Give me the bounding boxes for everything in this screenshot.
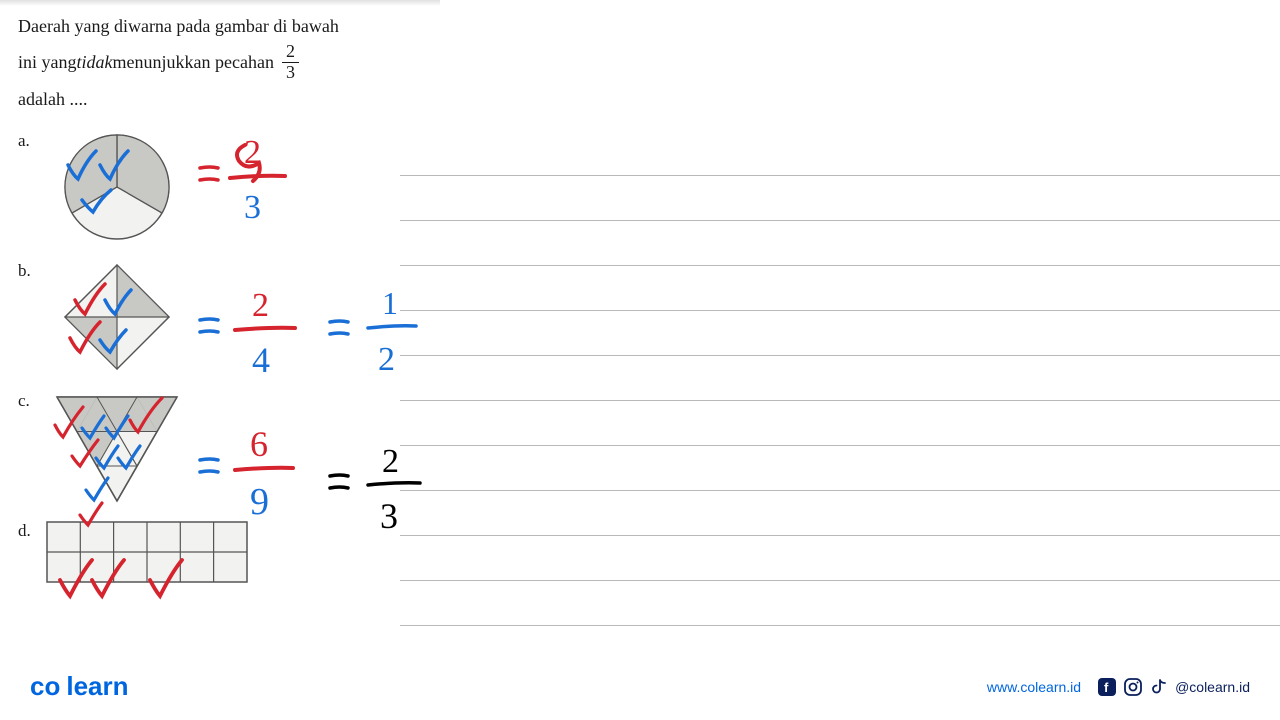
- tiktok-icon: [1149, 677, 1169, 697]
- shape-triangle-ninths: [42, 387, 192, 507]
- option-c: c.: [18, 387, 422, 507]
- footer-right: www.colearn.id f @colearn.id: [987, 677, 1250, 697]
- footer: colearn www.colearn.id f @colearn.id: [0, 671, 1280, 702]
- logo: colearn: [30, 671, 129, 702]
- shape-circle-thirds: [42, 127, 192, 247]
- question-area: Daerah yang diwarna pada gambar di bawah…: [0, 0, 440, 607]
- option-d: d.: [18, 517, 422, 587]
- shape-rect-grid: [42, 517, 262, 587]
- social-icons: f @colearn.id: [1097, 677, 1250, 697]
- website-url: www.colearn.id: [987, 679, 1081, 695]
- social-handle: @colearn.id: [1175, 679, 1250, 695]
- fraction-two-thirds: 2 3: [282, 42, 299, 83]
- instagram-icon: [1123, 677, 1143, 697]
- question-line1: Daerah yang diwarna pada gambar di bawah: [18, 10, 422, 42]
- option-b: b.: [18, 257, 422, 377]
- options-list: a. b.: [18, 127, 422, 587]
- facebook-icon: f: [1097, 677, 1117, 697]
- question-line2: ini yang tidak menunjukkan pecahan 2 3: [18, 42, 422, 83]
- question-text: Daerah yang diwarna pada gambar di bawah…: [18, 10, 422, 115]
- svg-text:f: f: [1104, 680, 1109, 695]
- ruled-lines: [400, 175, 1280, 670]
- shape-diamond-quarters: [42, 257, 192, 377]
- option-a: a.: [18, 127, 422, 247]
- question-line3: adalah ....: [18, 83, 422, 115]
